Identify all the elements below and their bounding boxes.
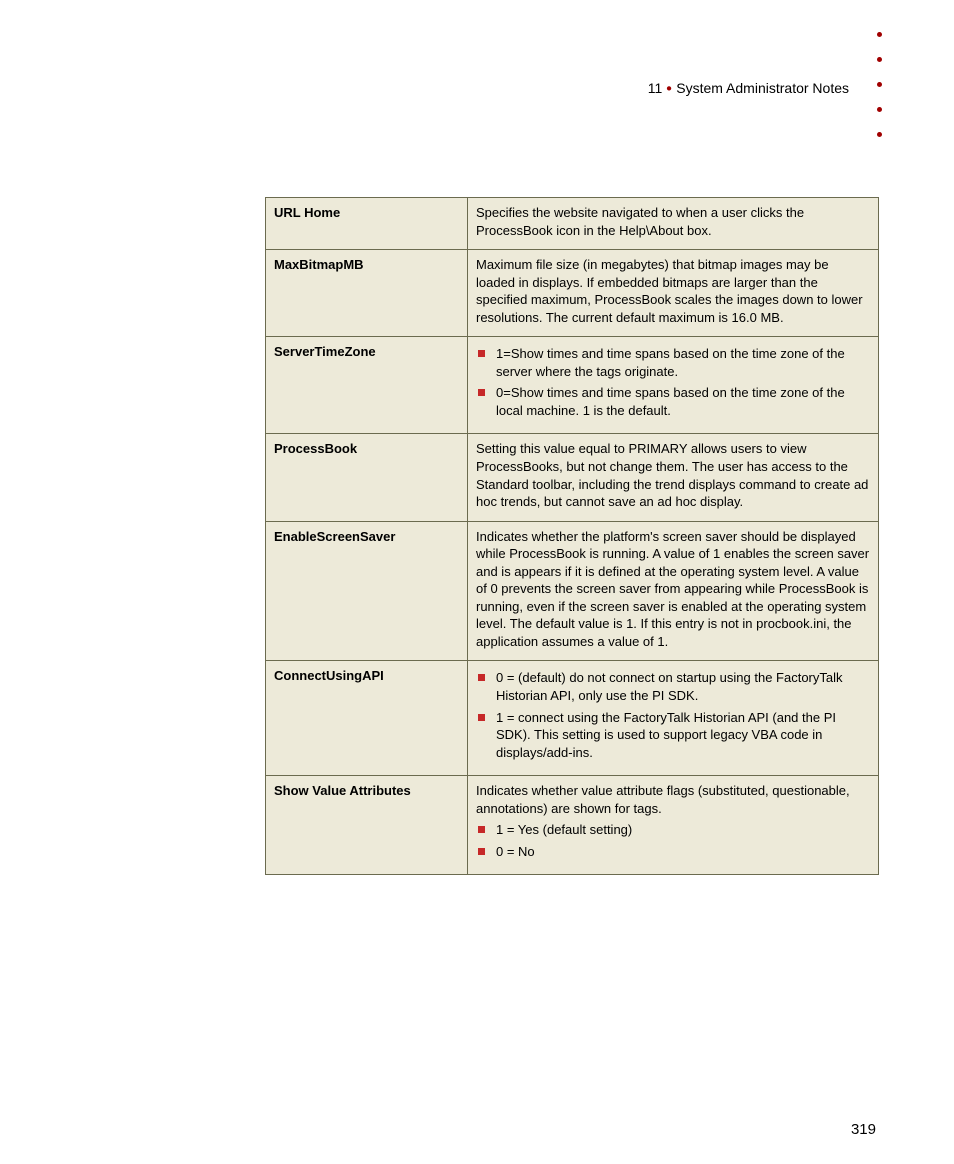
setting-description-cell: Indicates whether value attribute flags … (468, 776, 879, 875)
table-row: URL HomeSpecifies the website navigated … (266, 198, 879, 250)
table-row: EnableScreenSaverIndicates whether the p… (266, 521, 879, 661)
setting-name-cell: ProcessBook (266, 434, 468, 521)
setting-description-block: Indicates whether value attribute flags … (476, 782, 870, 860)
list-item: 1 = connect using the FactoryTalk Histor… (476, 709, 870, 762)
setting-name-cell: MaxBitmapMB (266, 250, 468, 337)
chapter-heading: 11 • System Administrator Notes (259, 80, 879, 98)
dot-icon (877, 57, 882, 62)
list-item: 1 = Yes (default setting) (476, 821, 870, 839)
setting-options-list: 1 = Yes (default setting) 0 = No (476, 821, 870, 860)
dot-icon (877, 132, 882, 137)
table-row: MaxBitmapMBMaximum file size (in megabyt… (266, 250, 879, 337)
list-item: 0 = No (476, 843, 870, 861)
table-row: Show Value AttributesIndicates whether v… (266, 776, 879, 875)
setting-name-cell: URL Home (266, 198, 468, 250)
table-row: ProcessBookSetting this value equal to P… (266, 434, 879, 521)
list-item: 0 = (default) do not connect on startup … (476, 669, 870, 704)
setting-description-text: Indicates whether the platform's screen … (476, 529, 869, 649)
setting-options-list: 1=Show times and time spans based on the… (476, 345, 870, 419)
setting-description-text: Specifies the website navigated to when … (476, 205, 804, 238)
table-row: ConnectUsingAPI0 = (default) do not conn… (266, 661, 879, 776)
page-number: 319 (851, 1121, 876, 1138)
dot-icon (877, 107, 882, 112)
setting-options-list: 0 = (default) do not connect on startup … (476, 669, 870, 761)
setting-name-cell: ServerTimeZone (266, 337, 468, 434)
setting-name-cell: EnableScreenSaver (266, 521, 468, 661)
setting-description-cell: Specifies the website navigated to when … (468, 198, 879, 250)
setting-description-text: Setting this value equal to PRIMARY allo… (476, 441, 868, 509)
dot-icon (877, 32, 882, 37)
setting-name-cell: Show Value Attributes (266, 776, 468, 875)
settings-table-container: URL HomeSpecifies the website navigated … (265, 197, 879, 875)
bullet-separator-icon: • (666, 80, 676, 97)
chapter-title: System Administrator Notes (676, 80, 849, 96)
table-row: ServerTimeZone1=Show times and time span… (266, 337, 879, 434)
setting-description-text: Maximum file size (in megabytes) that bi… (476, 257, 863, 325)
page-header: 11 • System Administrator Notes (259, 80, 879, 98)
chapter-number: 11 (648, 80, 663, 96)
setting-name-cell: ConnectUsingAPI (266, 661, 468, 776)
setting-description-text: Indicates whether value attribute flags … (476, 782, 870, 817)
setting-description-cell: Setting this value equal to PRIMARY allo… (468, 434, 879, 521)
list-item: 1=Show times and time spans based on the… (476, 345, 870, 380)
list-item: 0=Show times and time spans based on the… (476, 384, 870, 419)
settings-table: URL HomeSpecifies the website navigated … (265, 197, 879, 875)
setting-description-cell: Indicates whether the platform's screen … (468, 521, 879, 661)
setting-description-cell: 1=Show times and time spans based on the… (468, 337, 879, 434)
setting-description-cell: Maximum file size (in megabytes) that bi… (468, 250, 879, 337)
setting-description-cell: 0 = (default) do not connect on startup … (468, 661, 879, 776)
